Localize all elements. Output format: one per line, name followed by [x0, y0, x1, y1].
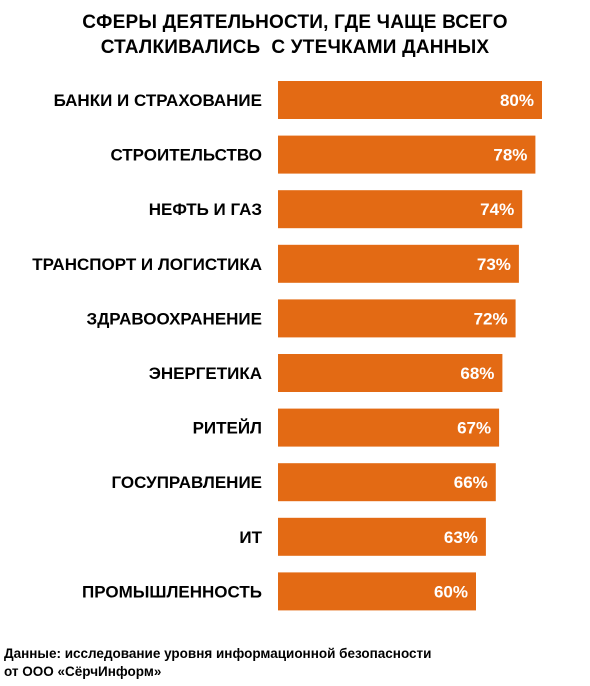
category-label-9: ИТ [239, 528, 262, 547]
category-label-5: ЗДРАВООХРАНЕНИЕ [87, 309, 262, 328]
category-label-2: СТРОИТЕЛЬСТВО [110, 146, 262, 165]
bar-7 [278, 408, 500, 447]
bar-4 [278, 244, 519, 283]
category-label-1: БАНКИ И СТРАХОВАНИЕ [54, 91, 262, 110]
category-label-8: ГОСУПРАВЛЕНИЕ [111, 473, 262, 492]
bar-chart: БАНКИ И СТРАХОВАНИЕ 80% СТРОИТЕЛЬСТВО 78% НЕ… [32, 81, 542, 611]
chart-title-line-2: СТАЛКИВАЛИСЬ С УТЕЧКАМИ ДАННЫХ [100, 37, 490, 58]
source-line-1: Данные: исследование уровня информационн… [4, 646, 432, 661]
bar-1 [278, 81, 542, 119]
value-label-6: 68% [460, 364, 494, 383]
source-note: Данные: исследование уровня информационн… [4, 645, 431, 681]
value-label-3: 74% [480, 200, 514, 219]
value-label-5: 72% [474, 309, 508, 328]
category-label-7: РИТЕЙЛ [193, 419, 262, 438]
category-label-3: НЕФТЬ И ГАЗ [149, 200, 262, 219]
value-label-4: 73% [477, 255, 511, 274]
value-label-2: 78% [493, 146, 527, 165]
value-label-8: 66% [454, 473, 488, 492]
category-label-6: ЭНЕРГЕТИКА [149, 364, 262, 383]
value-label-1: 80% [500, 91, 534, 110]
category-label-4: ТРАНСПОРТ И ЛОГИСТИКА [32, 255, 262, 274]
value-label-10: 60% [434, 582, 468, 601]
bar-2 [278, 135, 536, 174]
source-line-2: от ООО «СёрчИнформ» [4, 664, 162, 679]
value-label-9: 63% [444, 528, 478, 547]
bar-6 [278, 354, 503, 392]
chart-title: СФЕРЫ ДЕЯТЕЛЬНОСТИ, ГДЕ ЧАЩЕ ВСЕГО СТАЛК… [0, 10, 590, 60]
chart-title-line-1: СФЕРЫ ДЕЯТЕЛЬНОСТИ, ГДЕ ЧАЩЕ ВСЕГО [82, 12, 508, 33]
bar-10 [278, 572, 476, 611]
value-label-7: 67% [457, 419, 491, 438]
bar-8 [278, 463, 496, 502]
bar-3 [278, 190, 523, 229]
category-label-10: ПРОМЫШЛЕННОСТЬ [82, 582, 262, 601]
bar-5 [278, 299, 516, 338]
bar-9 [278, 517, 486, 556]
